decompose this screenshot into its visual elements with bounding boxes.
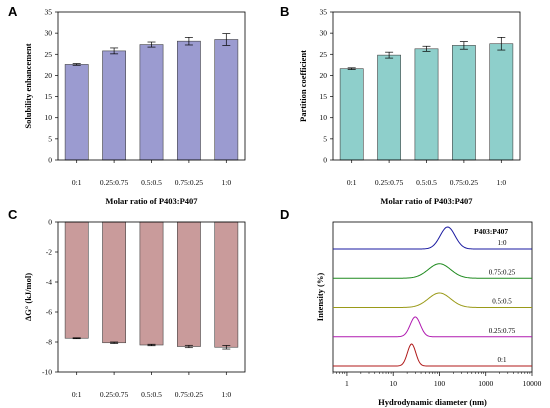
- y-tick-label: -8: [46, 338, 52, 347]
- x-tick-label: 0.25:0.75: [100, 178, 129, 187]
- x-tick-label: 1: [345, 379, 349, 388]
- panel-label: B: [280, 4, 289, 19]
- bar: [214, 39, 239, 161]
- series-label: 1:0: [498, 239, 507, 247]
- x-axis-title: Molar ratio of P403:P407: [105, 196, 198, 206]
- y-tick-label: 5: [48, 134, 52, 143]
- x-tick-label: 0.5:0.5: [416, 178, 437, 187]
- x-tick-label: 10000: [523, 379, 542, 388]
- y-tick-label: 30: [45, 29, 53, 38]
- x-tick-label: 1:0: [497, 178, 507, 187]
- y-axis-title: Partition coefficient: [298, 50, 308, 122]
- series-label: 0:1: [498, 356, 507, 364]
- y-tick-label: -10: [42, 368, 52, 377]
- bar: [377, 54, 401, 161]
- x-tick-label: 1:0: [222, 390, 232, 399]
- y-tick-label: 10: [320, 113, 328, 122]
- x-tick-label: 0.5:0.5: [141, 390, 162, 399]
- y-tick-label: 35: [45, 8, 53, 17]
- y-tick-label: 0: [48, 218, 52, 227]
- bar: [64, 221, 89, 339]
- bar: [214, 221, 239, 348]
- y-tick-label: 15: [320, 92, 328, 101]
- x-tick-label: 0.75:0.25: [175, 178, 204, 187]
- series-label: 0.75:0.25: [489, 268, 516, 276]
- y-tick-label: 20: [45, 71, 53, 80]
- series-label: 0.5:0.5: [492, 298, 512, 306]
- y-tick-label: 15: [45, 92, 53, 101]
- series-line: [333, 226, 532, 250]
- x-tick-label: 1:0: [222, 178, 232, 187]
- y-tick-label: 20: [320, 71, 328, 80]
- panel-c: C 0 -2 -4 -6 -8 -10 0:1 0.25:0.75 0.5:0.5 0.75:0.2…: [8, 207, 246, 399]
- series-line: [333, 343, 532, 367]
- x-axis-title: Hydrodynamic diameter (nm): [378, 397, 487, 407]
- x-tick-label: 1000: [478, 379, 493, 388]
- bar: [339, 68, 364, 161]
- y-tick-label: 25: [320, 50, 328, 59]
- bar: [102, 50, 126, 161]
- bar: [64, 64, 89, 161]
- series-line: [333, 263, 532, 279]
- y-axis-title: Intensity (%): [315, 273, 325, 322]
- x-tick-label: 0.75:0.25: [175, 390, 204, 399]
- panel-b: B 0 5 10 15 20 25 30 35 0:1 0.25:0.75 0.5:0.5 0.75:0…: [280, 4, 521, 206]
- x-tick-label: 0.25:0.75: [100, 390, 129, 399]
- panel-label: D: [280, 207, 289, 222]
- y-tick-label: -2: [46, 248, 52, 257]
- x-tick-label: 0.5:0.5: [141, 178, 162, 187]
- y-tick-label: -4: [46, 278, 52, 287]
- y-tick-label: 35: [320, 8, 328, 17]
- series-label: 0.25:0.75: [489, 327, 516, 335]
- bar: [102, 221, 126, 344]
- bar: [177, 221, 201, 347]
- panel-label: A: [8, 4, 18, 19]
- x-tick-label: 10: [389, 379, 397, 388]
- x-tick-label: 0:1: [72, 178, 82, 187]
- bar: [452, 45, 476, 161]
- panel-label: C: [8, 207, 18, 222]
- y-tick-label: 0: [323, 156, 327, 165]
- x-tick-label: 0.25:0.75: [375, 178, 404, 187]
- x-tick-label: 0:1: [347, 178, 357, 187]
- y-axis-title: Solubility enhancement: [23, 43, 33, 128]
- y-axis-title: ΔG° (kJ/mol): [23, 273, 33, 321]
- panel-d: D 1 10 100 1000 10000 Hydrodynamic diameter (n…: [280, 207, 542, 407]
- bar: [139, 44, 164, 161]
- y-tick-label: 25: [45, 50, 53, 59]
- legend-title: P403:P407: [474, 227, 508, 236]
- y-tick-label: 10: [45, 113, 53, 122]
- series-line: [333, 316, 532, 338]
- y-tick-label: -6: [46, 308, 52, 317]
- y-tick-label: 30: [320, 29, 328, 38]
- x-tick-label: 100: [434, 379, 446, 388]
- bar: [139, 221, 164, 346]
- x-tick-label: 0:1: [72, 390, 82, 399]
- y-tick-label: 5: [323, 134, 327, 143]
- x-tick-label: 0.75:0.25: [450, 178, 479, 187]
- bar: [177, 40, 201, 161]
- bar: [414, 48, 439, 161]
- x-axis-title: Molar ratio of P403:P407: [380, 196, 473, 206]
- series-line: [333, 292, 532, 308]
- y-tick-label: 0: [48, 156, 52, 165]
- panel-a: A 0 5 10 15 20 25 30 35 0:1 0.25:0.75 0.5:0.5 0.75:0…: [8, 4, 246, 206]
- bar: [489, 43, 514, 161]
